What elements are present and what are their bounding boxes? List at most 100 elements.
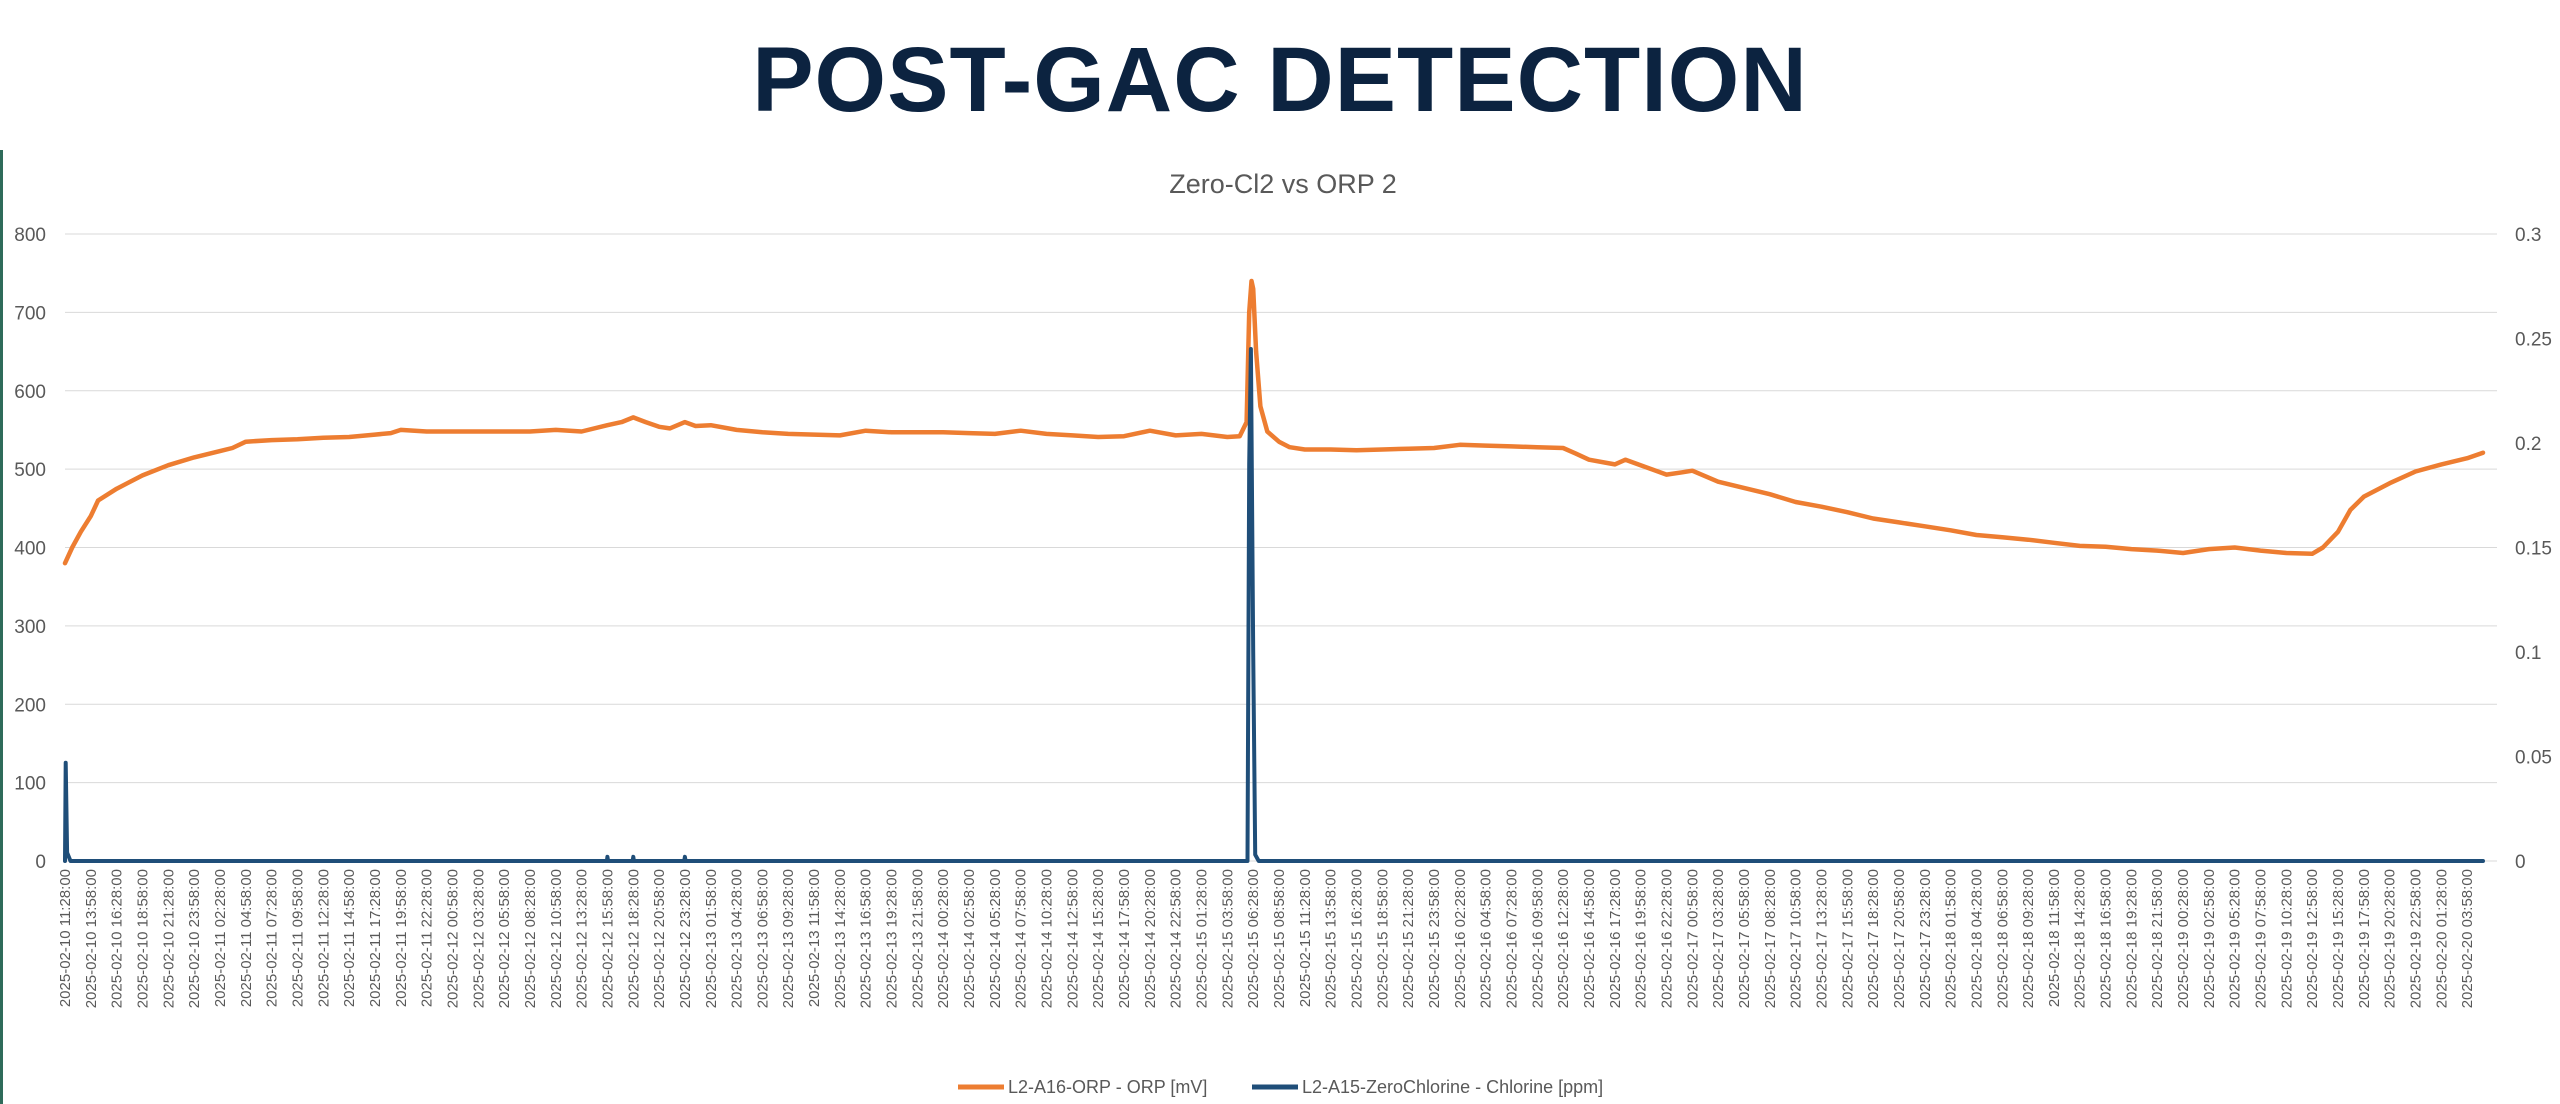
x-tick-label: 2025-02-20 03:58:00 — [2459, 869, 2476, 1008]
x-tick-label: 2025-02-13 06:58:00 — [754, 869, 771, 1008]
series-line-orp — [62, 278, 2486, 566]
x-tick-label: 2025-02-13 16:58:00 — [858, 869, 875, 1008]
x-tick-label: 2025-02-17 00:58:00 — [1684, 869, 1701, 1008]
legend-label-orp: L2-A16-ORP - ORP [mV] — [1008, 1077, 1207, 1097]
chart-title: Zero-Cl2 vs ORP 2 — [1169, 169, 1397, 199]
x-tick-label: 2025-02-15 13:58:00 — [1323, 869, 1340, 1008]
x-tick-label: 2025-02-11 02:28:00 — [212, 869, 229, 1007]
x-tick-label: 2025-02-18 04:28:00 — [1968, 869, 1985, 1008]
y-right-tick-label: 0 — [2515, 852, 2526, 873]
x-tick-label: 2025-02-18 01:58:00 — [1943, 869, 1960, 1008]
x-tick-label: 2025-02-10 18:58:00 — [134, 869, 151, 1008]
y-left-tick-label: 600 — [14, 382, 46, 403]
y-right-tick-label: 0.3 — [2515, 225, 2541, 246]
x-tick-label: 2025-02-16 19:58:00 — [1633, 869, 1650, 1008]
x-tick-label: 2025-02-15 03:58:00 — [1219, 869, 1236, 1008]
x-tick-label: 2025-02-18 14:28:00 — [2072, 869, 2089, 1008]
x-tick-label: 2025-02-12 20:58:00 — [651, 869, 668, 1008]
x-tick-label: 2025-02-15 11:28:00 — [1297, 869, 1314, 1007]
x-tick-label: 2025-02-15 01:28:00 — [1194, 869, 1211, 1008]
x-tick-label: 2025-02-18 16:58:00 — [2098, 869, 2115, 1008]
orp-chlorine-chart: Zero-Cl2 vs ORP 2 0 100 200 300 400 500 600 700… — [14, 169, 2552, 1097]
x-tick-label: 2025-02-17 23:28:00 — [1917, 869, 1934, 1008]
x-tick-label: 2025-02-16 02:28:00 — [1452, 869, 1469, 1008]
x-tick-label: 2025-02-14 12:58:00 — [1064, 869, 1081, 1008]
x-tick-label: 2025-02-11 14:58:00 — [341, 869, 358, 1007]
x-tick-label: 2025-02-10 21:28:00 — [160, 869, 177, 1008]
x-tick-label: 2025-02-17 10:58:00 — [1788, 869, 1805, 1008]
x-tick-label: 2025-02-14 17:58:00 — [1116, 869, 1133, 1008]
x-tick-label: 2025-02-19 05:28:00 — [2227, 869, 2244, 1008]
x-tick-label: 2025-02-14 02:58:00 — [961, 869, 978, 1008]
x-tick-label: 2025-02-18 21:58:00 — [2149, 869, 2166, 1008]
y-left-tick-label: 800 — [14, 225, 46, 246]
x-tick-label: 2025-02-19 12:58:00 — [2304, 869, 2321, 1008]
y-left-tick-label: 500 — [14, 460, 46, 481]
x-tick-label: 2025-02-12 15:58:00 — [599, 869, 616, 1008]
slide-left-rule — [0, 150, 3, 1104]
x-axis-ticks: 2025-02-10 11:28:00 2025-02-10 13:58:00 20… — [57, 869, 2476, 1008]
x-tick-label: 2025-02-12 03:28:00 — [470, 869, 487, 1008]
x-tick-label: 2025-02-15 06:28:00 — [1245, 869, 1262, 1008]
y-left-tick-label: 400 — [14, 539, 46, 560]
x-tick-label: 2025-02-11 17:28:00 — [367, 869, 384, 1007]
x-tick-label: 2025-02-17 13:28:00 — [1813, 869, 1830, 1008]
x-tick-label: 2025-02-13 04:28:00 — [729, 869, 746, 1008]
x-tick-label: 2025-02-10 11:28:00 — [57, 869, 74, 1007]
y-left-tick-label: 300 — [14, 617, 46, 638]
x-tick-label: 2025-02-11 04:58:00 — [238, 869, 255, 1007]
x-tick-label: 2025-02-15 23:58:00 — [1426, 869, 1443, 1008]
x-tick-label: 2025-02-19 10:28:00 — [2278, 869, 2295, 1008]
x-tick-label: 2025-02-17 05:58:00 — [1736, 869, 1753, 1008]
x-tick-label: 2025-02-10 16:28:00 — [109, 869, 126, 1008]
x-tick-label: 2025-02-14 10:28:00 — [1039, 869, 1056, 1008]
x-tick-label: 2025-02-19 20:28:00 — [2382, 869, 2399, 1008]
x-tick-label: 2025-02-16 17:28:00 — [1607, 869, 1624, 1008]
slide-title: POST-GAC DETECTION — [752, 29, 1808, 131]
x-tick-label: 2025-02-15 21:28:00 — [1400, 869, 1417, 1008]
x-tick-label: 2025-02-15 08:58:00 — [1271, 869, 1288, 1008]
x-tick-label: 2025-02-19 07:58:00 — [2253, 869, 2270, 1008]
x-tick-label: 2025-02-19 17:58:00 — [2356, 869, 2373, 1008]
x-tick-label: 2025-02-11 09:58:00 — [289, 869, 306, 1007]
x-tick-label: 2025-02-17 20:58:00 — [1891, 869, 1908, 1008]
x-tick-label: 2025-02-19 15:28:00 — [2330, 869, 2347, 1008]
x-tick-label: 2025-02-10 13:58:00 — [83, 869, 100, 1008]
x-tick-label: 2025-02-14 00:28:00 — [935, 869, 952, 1008]
x-tick-label: 2025-02-17 03:28:00 — [1710, 869, 1727, 1008]
x-tick-label: 2025-02-16 22:28:00 — [1658, 869, 1675, 1008]
y-right-tick-label: 0.1 — [2515, 643, 2541, 664]
x-tick-label: 2025-02-17 18:28:00 — [1865, 869, 1882, 1008]
x-tick-label: 2025-02-13 19:28:00 — [884, 869, 901, 1008]
x-tick-label: 2025-02-16 04:58:00 — [1478, 869, 1495, 1008]
x-tick-label: 2025-02-17 08:28:00 — [1762, 869, 1779, 1008]
x-tick-label: 2025-02-13 14:28:00 — [832, 869, 849, 1008]
y-left-tick-label: 700 — [14, 303, 46, 324]
x-tick-label: 2025-02-16 14:58:00 — [1581, 869, 1598, 1008]
x-tick-label: 2025-02-12 13:28:00 — [574, 869, 591, 1008]
y-axis-right: 0 0.05 0.1 0.15 0.2 0.25 0.3 — [2515, 225, 2552, 873]
y-axis-left: 0 100 200 300 400 500 600 700 800 — [14, 225, 46, 873]
x-tick-label: 2025-02-19 02:58:00 — [2201, 869, 2218, 1008]
y-right-tick-label: 0.15 — [2515, 539, 2552, 560]
x-tick-label: 2025-02-20 01:28:00 — [2433, 869, 2450, 1008]
x-tick-label: 2025-02-13 11:58:00 — [806, 869, 823, 1007]
y-right-tick-label: 0.25 — [2515, 330, 2552, 351]
legend-item-chlorine: L2-A15-ZeroChlorine - Chlorine [ppm] — [1252, 1077, 1603, 1097]
x-tick-label: 2025-02-11 19:58:00 — [393, 869, 410, 1007]
x-tick-label: 2025-02-14 07:58:00 — [1013, 869, 1030, 1008]
legend-item-orp: L2-A16-ORP - ORP [mV] — [958, 1077, 1207, 1097]
x-tick-label: 2025-02-18 09:28:00 — [2020, 869, 2037, 1008]
x-tick-label: 2025-02-17 15:58:00 — [1839, 869, 1856, 1008]
x-tick-label: 2025-02-11 12:28:00 — [315, 869, 332, 1007]
x-tick-label: 2025-02-16 07:28:00 — [1503, 869, 1520, 1008]
y-left-tick-label: 100 — [14, 774, 46, 795]
y-right-tick-label: 0.2 — [2515, 434, 2541, 455]
x-tick-label: 2025-02-11 22:28:00 — [419, 869, 436, 1007]
x-tick-label: 2025-02-14 20:28:00 — [1142, 869, 1159, 1008]
y-left-tick-label: 200 — [14, 695, 46, 716]
x-tick-label: 2025-02-13 09:28:00 — [780, 869, 797, 1008]
x-tick-label: 2025-02-12 10:58:00 — [548, 869, 565, 1008]
x-tick-label: 2025-02-14 22:58:00 — [1168, 869, 1185, 1008]
x-tick-label: 2025-02-13 21:58:00 — [909, 869, 926, 1008]
